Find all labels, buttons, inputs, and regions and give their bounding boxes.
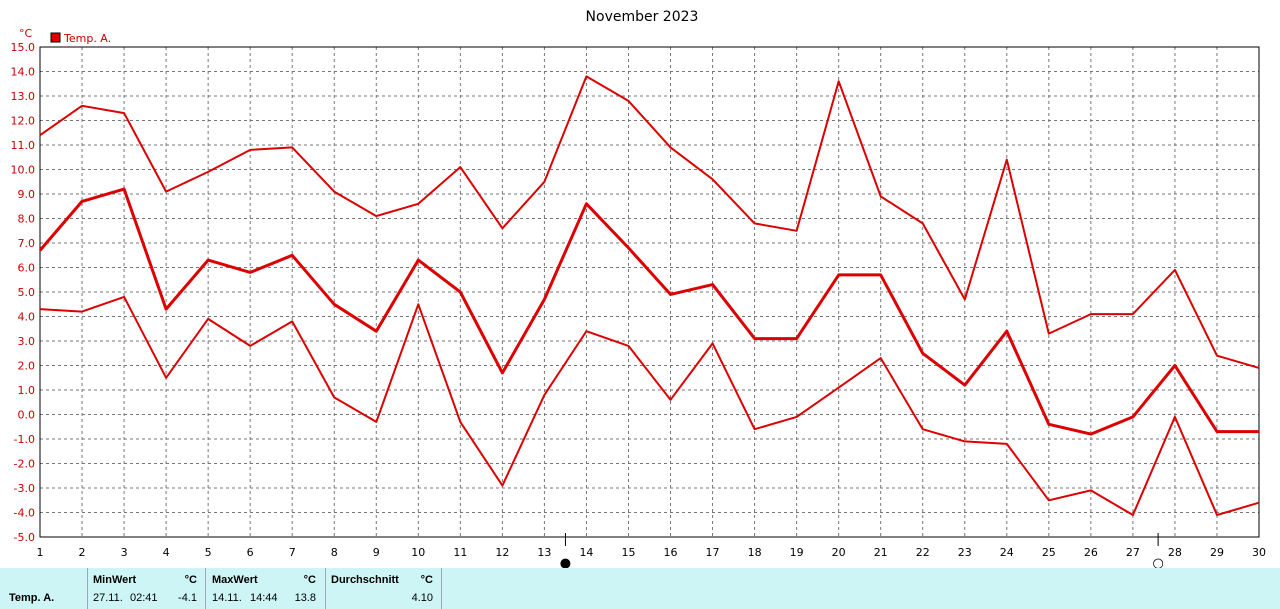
stats-row-label: Temp. A. bbox=[9, 592, 55, 604]
max-header: MaxWert bbox=[212, 574, 258, 586]
chart-title: November 2023 bbox=[586, 9, 699, 25]
series-line-avg bbox=[38, 187, 1259, 436]
min-value-cell: MinWert °C 27.11. 02:41 -4.1 bbox=[88, 568, 206, 609]
y-tick-label: -4.0 bbox=[14, 507, 35, 520]
x-tick-label: 20 bbox=[832, 546, 846, 559]
y-tick-label: -3.0 bbox=[14, 482, 35, 495]
x-tick-label: 6 bbox=[247, 546, 254, 559]
max-value: 13.8 bbox=[294, 592, 316, 604]
x-tick-label: 25 bbox=[1042, 546, 1056, 559]
new-moon-icon: ○ bbox=[1152, 556, 1163, 568]
y-tick-label: 11.0 bbox=[11, 139, 36, 152]
x-tick-label: 26 bbox=[1084, 546, 1098, 559]
x-tick-label: 29 bbox=[1210, 546, 1224, 559]
y-tick-label: 0.0 bbox=[18, 409, 36, 422]
x-tick-label: 16 bbox=[664, 546, 678, 559]
min-header: MinWert bbox=[93, 574, 137, 586]
legend-swatch bbox=[50, 32, 61, 43]
x-tick-label: 19 bbox=[790, 546, 804, 559]
y-tick-label: 5.0 bbox=[18, 286, 36, 299]
x-tick-label: 8 bbox=[331, 546, 338, 559]
avg-header: Durchschnitt bbox=[331, 574, 399, 586]
max-date: 14.11. bbox=[212, 592, 242, 604]
avg-value-cell: Durchschnitt °C 4.10 bbox=[326, 568, 442, 609]
grid bbox=[39, 46, 1260, 538]
min-unit: °C bbox=[184, 574, 197, 586]
full-moon-icon: ● bbox=[560, 556, 571, 568]
y-tick-label: -1.0 bbox=[14, 433, 35, 446]
x-tick-label: 22 bbox=[916, 546, 930, 559]
legend-label: Temp. A. bbox=[63, 32, 111, 45]
min-time: 02:41 bbox=[130, 592, 158, 604]
x-tick-label: 1 bbox=[37, 546, 44, 559]
y-tick-label: 8.0 bbox=[18, 213, 36, 226]
x-tick-label: 9 bbox=[373, 546, 380, 559]
max-unit: °C bbox=[303, 574, 316, 586]
x-tick-label: 3 bbox=[121, 546, 128, 559]
series-line-min bbox=[39, 295, 1260, 516]
x-tick-label: 24 bbox=[1000, 546, 1014, 559]
x-tick-label: 18 bbox=[748, 546, 762, 559]
y-tick-label: 1.0 bbox=[18, 384, 36, 397]
y-tick-label: 7.0 bbox=[18, 237, 36, 250]
stats-row-label-cell: Temp. A. bbox=[0, 568, 88, 609]
avg-unit: °C bbox=[420, 574, 433, 586]
y-tick-label: 9.0 bbox=[18, 188, 36, 201]
y-tick-label: 6.0 bbox=[18, 262, 36, 275]
x-tick-label: 7 bbox=[289, 546, 296, 559]
x-tick-label: 4 bbox=[163, 546, 170, 559]
y-tick-label: 2.0 bbox=[18, 360, 36, 373]
y-tick-label: -2.0 bbox=[14, 458, 35, 471]
x-tick-label: 27 bbox=[1126, 546, 1140, 559]
x-tick-label: 11 bbox=[453, 546, 467, 559]
series-line-max bbox=[39, 75, 1260, 369]
avg-value: 4.10 bbox=[411, 592, 433, 604]
series-lines bbox=[38, 75, 1260, 516]
max-time: 14:44 bbox=[250, 592, 278, 604]
y-tick-label: 3.0 bbox=[18, 335, 36, 348]
x-axis: 1 2 3 4 5 6 7 8 9 10 11 12 13 14 15 16 17 18 19 20 21 22 23 24 2… bbox=[37, 546, 1267, 559]
y-tick-label: 14.0 bbox=[11, 66, 36, 79]
y-tick-label: 13.0 bbox=[11, 90, 36, 103]
y-tick-label: 10.0 bbox=[11, 164, 36, 177]
y-tick-label: -5.0 bbox=[14, 531, 35, 544]
x-tick-label: 30 bbox=[1252, 546, 1266, 559]
min-date: 27.11. bbox=[93, 592, 123, 604]
moon-markers: ● ○ bbox=[560, 533, 1164, 568]
x-tick-label: 5 bbox=[205, 546, 212, 559]
x-tick-label: 10 bbox=[411, 546, 425, 559]
x-tick-label: 12 bbox=[495, 546, 509, 559]
x-tick-label: 23 bbox=[958, 546, 972, 559]
x-tick-label: 21 bbox=[874, 546, 888, 559]
y-tick-label: 4.0 bbox=[18, 311, 36, 324]
x-tick-label: 17 bbox=[706, 546, 720, 559]
y-tick-label: 15.0 bbox=[11, 41, 36, 54]
temperature-chart: November 2023 °C Temp. A. 15.014.013.012… bbox=[11, 9, 1267, 568]
x-tick-label: 2 bbox=[79, 546, 86, 559]
statistics-bar: Temp. A. MinWert °C 27.11. 02:41 -4.1 Ma… bbox=[0, 568, 1280, 609]
x-tick-label: 13 bbox=[537, 546, 551, 559]
x-tick-label: 15 bbox=[621, 546, 635, 559]
y-tick-label: 12.0 bbox=[11, 115, 36, 128]
x-tick-label: 14 bbox=[579, 546, 593, 559]
y-axis: 15.0 14.0 13.0 12.0 11.0 10.0 9.0 8.0 7.0 6.0 5.0 4… bbox=[11, 41, 36, 544]
y-axis-unit: °C bbox=[19, 27, 33, 40]
x-tick-label: 28 bbox=[1168, 546, 1182, 559]
plot-frame bbox=[39, 46, 1260, 538]
max-value-cell: MaxWert °C 14.11. 14:44 13.8 bbox=[206, 568, 326, 609]
min-value: -4.1 bbox=[178, 592, 197, 604]
